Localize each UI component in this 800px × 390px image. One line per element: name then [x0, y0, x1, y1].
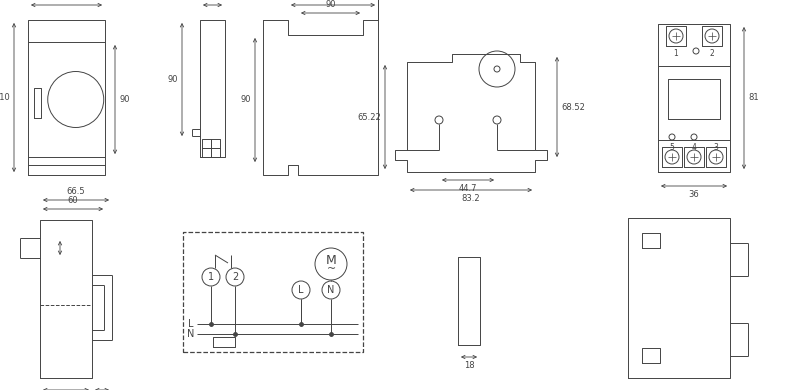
- Text: M: M: [326, 255, 336, 268]
- Text: 65.22: 65.22: [358, 112, 381, 122]
- Text: 90: 90: [241, 96, 251, 105]
- Text: L: L: [298, 285, 304, 295]
- Text: 3: 3: [714, 143, 718, 152]
- Text: ~: ~: [326, 264, 336, 274]
- Text: 110: 110: [0, 93, 10, 102]
- Text: 65.5: 65.5: [324, 0, 342, 1]
- Text: 90: 90: [119, 95, 130, 104]
- Text: 44.7: 44.7: [458, 184, 478, 193]
- Text: 68.52: 68.52: [561, 103, 585, 112]
- Text: 5: 5: [670, 143, 674, 152]
- Text: N: N: [327, 285, 334, 295]
- Text: L: L: [188, 319, 194, 329]
- Text: 83.2: 83.2: [462, 194, 480, 203]
- Text: 90: 90: [326, 0, 336, 9]
- Text: 2: 2: [710, 49, 714, 58]
- Text: 81: 81: [748, 94, 758, 103]
- Text: 52.5: 52.5: [58, 0, 76, 1]
- Text: 4: 4: [691, 143, 697, 152]
- Text: 90: 90: [167, 75, 178, 84]
- Text: 66.5: 66.5: [66, 187, 86, 196]
- Text: 18: 18: [464, 361, 474, 370]
- Text: 60: 60: [68, 196, 78, 205]
- Text: N: N: [187, 329, 194, 339]
- Text: 36: 36: [689, 190, 699, 199]
- Text: 2: 2: [232, 272, 238, 282]
- Text: 1: 1: [208, 272, 214, 282]
- Text: 17.5: 17.5: [203, 0, 222, 1]
- Text: 1: 1: [674, 49, 678, 58]
